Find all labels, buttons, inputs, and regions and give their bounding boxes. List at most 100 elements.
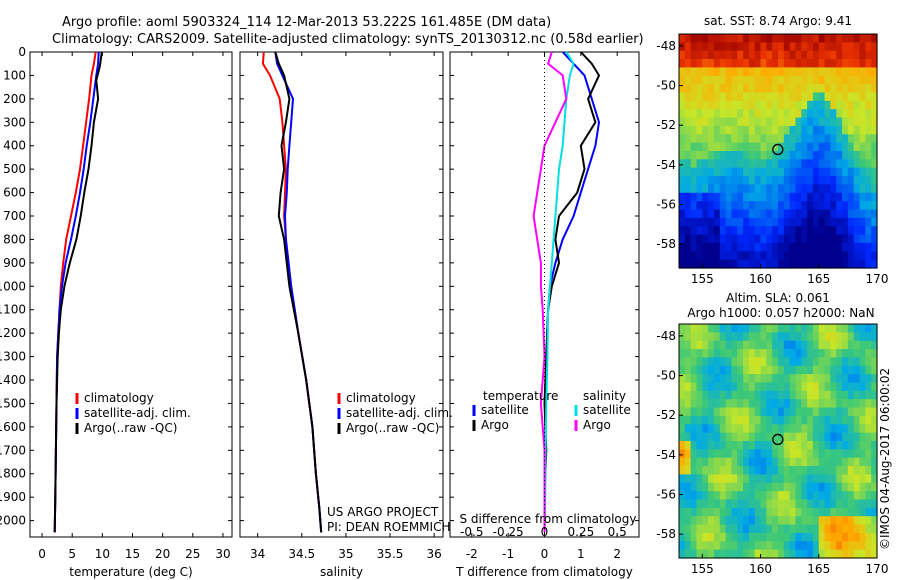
sst-map-cell — [690, 75, 698, 85]
sla-map-cell — [713, 491, 721, 501]
sst-map-cell — [853, 142, 861, 152]
sst-map-cell — [754, 117, 762, 127]
sla-map-cell — [795, 374, 802, 384]
sla-map-cell — [836, 524, 843, 534]
sst-map-cell — [731, 226, 738, 236]
sla-map-cell — [766, 349, 773, 359]
sla-map-cell — [684, 407, 692, 417]
sla-map-cell — [772, 482, 779, 492]
sst-map-cell — [696, 184, 703, 194]
sla-map-cell — [853, 457, 861, 467]
sla-map-cell — [772, 340, 779, 350]
sla-map-cell — [830, 340, 837, 350]
sst-map-cell — [696, 234, 703, 244]
sla-map-cell — [789, 466, 797, 476]
sla-map-cell — [859, 407, 866, 417]
sla-map-cell — [842, 507, 849, 517]
depth-tick-label: 1000 — [0, 279, 26, 293]
sla-map-cell — [766, 532, 773, 542]
sla-map-cell — [748, 482, 756, 492]
sst-map-cell — [725, 142, 733, 152]
s-diff-tick-label: 0 — [541, 525, 549, 539]
sla-map-cell — [737, 474, 744, 484]
sst-map-cell — [702, 109, 709, 119]
sst-map-cell — [847, 151, 855, 160]
sst-map-cell — [684, 226, 692, 236]
sla-map-cell — [731, 432, 738, 442]
sst-map-cell — [871, 50, 878, 60]
sla-map-cell — [679, 499, 686, 509]
sla-map-cell — [795, 507, 802, 517]
sst-map-cell — [679, 142, 686, 152]
sla-map-cell — [853, 441, 861, 450]
sla-map-cell — [743, 407, 750, 417]
sla-map-cell — [690, 374, 698, 384]
sst-map-cell — [824, 125, 832, 135]
sla-map-cell — [743, 332, 750, 342]
sla-map-cell — [778, 549, 785, 559]
sst-map-cell — [679, 242, 686, 252]
sla-map-cell — [830, 332, 837, 342]
sla-map-cell — [684, 532, 692, 542]
sla-map-cell — [871, 390, 878, 400]
sla-map-cell — [818, 374, 826, 384]
sla-map-cell — [789, 449, 797, 459]
sst-map-cell — [818, 209, 826, 219]
sla-map-cell — [754, 457, 762, 467]
sst-map-cell — [807, 134, 814, 144]
sla-map-cell — [719, 332, 727, 342]
sst-map-cell — [783, 75, 791, 85]
sla-map-cell — [725, 374, 733, 384]
sla-map-cell — [713, 549, 721, 559]
sla-map-cell — [818, 349, 826, 359]
sst-map-cell — [772, 50, 779, 60]
sla-map-cell — [696, 524, 703, 534]
sla-map-cell — [754, 507, 762, 517]
sla-map-cell — [871, 324, 878, 333]
sla-map-cell — [812, 332, 820, 342]
sla-map-cell — [737, 324, 744, 333]
sst-map-cell — [847, 92, 855, 102]
sst-map-cell — [789, 100, 797, 110]
sst-map-cell — [754, 159, 762, 169]
sla-map-cell — [824, 532, 832, 542]
sla-map-cell — [679, 332, 686, 342]
sst-map-cell — [853, 42, 861, 52]
sla-map-cell — [713, 382, 721, 392]
sla-map-cell — [801, 482, 808, 492]
sst-map-cell — [812, 75, 820, 85]
sla-map-cell — [708, 332, 715, 342]
sla-map-cell — [679, 415, 686, 425]
sla-map-cell — [754, 382, 762, 392]
sla-map-cell — [690, 357, 698, 367]
sla-map-cell — [754, 332, 762, 342]
depth-tick-label: 1500 — [0, 396, 26, 410]
sla-map-cell — [748, 532, 756, 542]
sla-map-cell — [713, 432, 721, 442]
sst-map-cell — [760, 134, 767, 144]
sst-map-cell — [754, 50, 762, 60]
sst-map-cell — [818, 242, 826, 252]
sst-map-cell — [748, 259, 756, 269]
sla-map-cell — [778, 541, 785, 551]
sst-map-cell — [766, 251, 773, 261]
sst-map-cell — [865, 100, 872, 110]
sst-map-cell — [690, 259, 698, 269]
sla-map-cell — [772, 499, 779, 509]
sla-map-cell — [731, 507, 738, 517]
sst-map-cell — [708, 75, 715, 85]
sst-map-cell — [719, 117, 727, 127]
sla-map-cell — [859, 449, 866, 459]
sst-map-cell — [853, 176, 861, 186]
sla-map-cell — [842, 432, 849, 442]
sla-map-cell — [778, 340, 785, 350]
sla-map-cell — [847, 524, 855, 534]
sst-map-cell — [830, 125, 837, 135]
sst-map-cell — [824, 184, 832, 194]
sla-map-cell — [696, 532, 703, 542]
salinity-series-line — [274, 51, 323, 533]
sst-map-cell — [766, 42, 773, 52]
sst-map-cell — [871, 251, 878, 261]
sla-map-cell — [778, 441, 785, 450]
